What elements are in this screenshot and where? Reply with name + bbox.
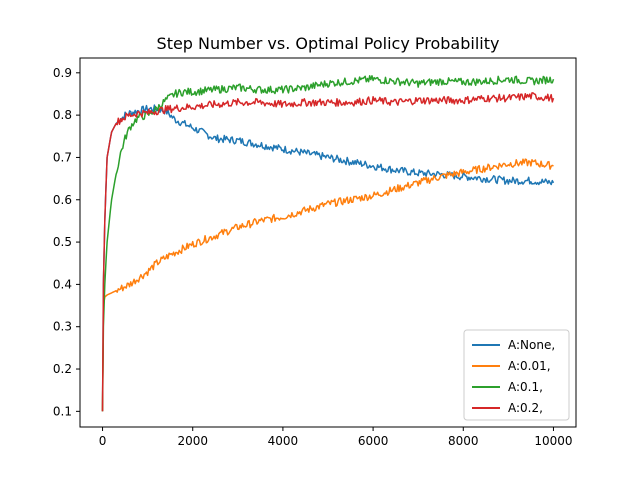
series-line-2	[101, 75, 555, 412]
y-tick-label: 0.8	[53, 108, 72, 122]
legend-label: A:0.2,	[508, 401, 543, 415]
x-tick-label: 8000	[448, 434, 479, 448]
y-tick-label: 0.7	[53, 150, 72, 164]
legend-label: A:0.01,	[508, 359, 551, 373]
legend: A:None, A:0.01, A:0.1, A:0.2,	[463, 329, 570, 421]
x-axis: 0 2000 4000 6000 8000 10000	[99, 427, 573, 448]
y-tick-label: 0.5	[53, 235, 72, 249]
series-line-0	[101, 104, 555, 412]
y-tick-label: 0.2	[53, 362, 72, 376]
series-line-3	[101, 92, 555, 412]
legend-label: A:None,	[508, 338, 555, 352]
y-tick-label: 0.4	[53, 277, 72, 291]
x-tick-label: 6000	[358, 434, 389, 448]
x-tick-label: 0	[99, 434, 107, 448]
chart-title: Step Number vs. Optimal Policy Probabili…	[157, 34, 500, 53]
x-tick-label: 2000	[177, 434, 208, 448]
x-tick-label: 4000	[268, 434, 299, 448]
y-tick-label: 0.3	[53, 320, 72, 334]
x-tick-label: 10000	[534, 434, 572, 448]
y-tick-label: 0.6	[53, 193, 72, 207]
legend-label: A:0.1,	[508, 380, 543, 394]
y-tick-label: 0.1	[53, 404, 72, 418]
series-line-1	[101, 158, 554, 412]
y-tick-label: 0.9	[53, 66, 72, 80]
legend-box	[463, 329, 570, 421]
series-group	[101, 75, 555, 412]
y-axis: 0.1 0.2 0.3 0.4 0.5 0.6 0.7 0.8 0.9	[53, 66, 80, 418]
